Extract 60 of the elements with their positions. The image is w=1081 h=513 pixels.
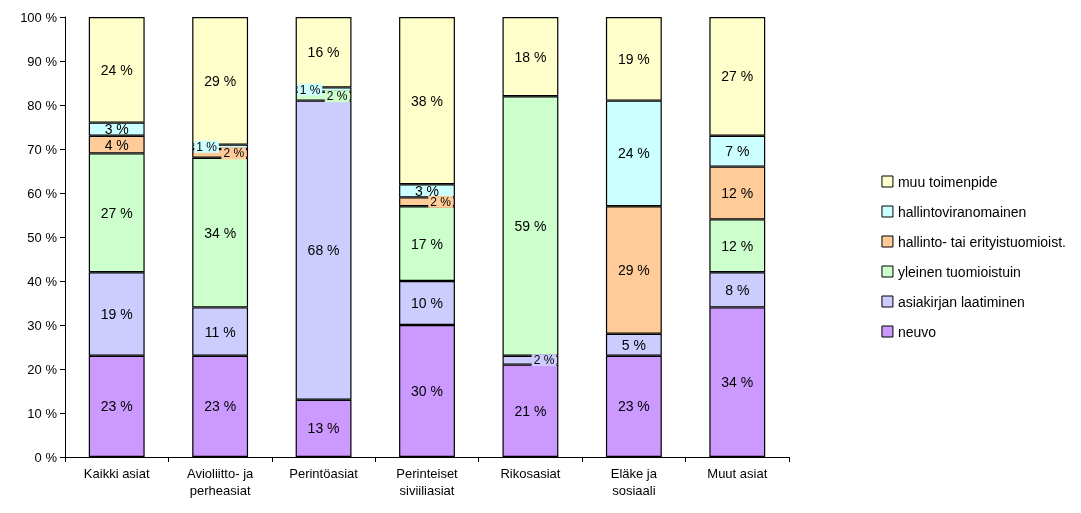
data-label: 68 % [307, 242, 340, 259]
y-tick-label: 0 % [34, 449, 58, 465]
data-label: 8 % [725, 281, 750, 298]
legend-label: neuvo [897, 323, 937, 340]
y-tick-label: 40 % [27, 273, 58, 289]
y-tick-label: 100 % [20, 9, 58, 25]
y-tick-label: 60 % [27, 185, 58, 201]
x-tick-label: Perinteiset siviiliasiat [396, 466, 459, 498]
data-label: 21 % [514, 402, 547, 419]
data-label: 3 % [104, 121, 129, 138]
y-tick-label: 70 % [27, 141, 58, 157]
y-tick-label: 10 % [27, 405, 58, 421]
legend-label: hallinto- tai erityistuomioist. [897, 233, 1066, 250]
x-tick-label: Muut asiat [707, 466, 768, 481]
data-label: 4 % [104, 136, 129, 153]
data-label: 29 % [617, 262, 650, 278]
data-label: 13 % [307, 420, 340, 437]
data-label: 38 % [411, 92, 443, 109]
data-label: 5 % [621, 336, 646, 353]
data-label: 2 % [326, 89, 348, 104]
y-tick-label: 30 % [27, 317, 58, 333]
data-label: 12 % [721, 237, 754, 254]
data-label: 23 % [100, 398, 133, 415]
data-label: 2 % [223, 146, 245, 161]
data-label: 11 % [204, 323, 236, 340]
x-tick-label: Kaikki asiat [83, 466, 150, 481]
data-label: 34 % [721, 374, 754, 391]
data-label: 23 % [204, 398, 237, 415]
legend-label: hallintoviranomainen [897, 203, 1027, 220]
legend-label: muu toimenpide [897, 173, 998, 190]
data-label: 16 % [307, 44, 340, 61]
data-label: 34 % [204, 224, 237, 241]
x-tick-label: Avioliitto- ja perheasiat [187, 466, 255, 498]
data-label: 1 % [299, 82, 321, 97]
data-label: 27 % [100, 204, 133, 221]
data-label: 27 % [721, 68, 754, 85]
data-label: 17 % [411, 235, 443, 252]
y-tick-label: 80 % [27, 97, 58, 113]
x-tick-label: Rikosasiat [500, 466, 561, 481]
data-label: 23 % [617, 398, 650, 415]
legend-label: asiakirjan laatiminen [897, 293, 1025, 310]
data-label: 19 % [100, 306, 133, 322]
y-tick-label: 90 % [27, 53, 58, 69]
y-tick-label: 20 % [27, 361, 58, 377]
y-tick-label: 50 % [27, 229, 58, 245]
data-label: 12 % [721, 185, 754, 201]
data-label: 10 % [411, 295, 443, 311]
data-label: 30 % [411, 383, 443, 399]
data-label: 29 % [204, 72, 237, 89]
data-label: 59 % [514, 218, 547, 234]
x-tick-label: Perintöasiat [289, 466, 359, 481]
x-tick-label: Eläke ja sosiaali [610, 466, 658, 498]
data-label: 18 % [514, 48, 547, 65]
data-label: 7 % [725, 143, 750, 160]
data-label: 24 % [617, 145, 650, 162]
data-label: 24 % [100, 61, 133, 78]
data-label: 1 % [196, 139, 218, 154]
legend-label: yleinen tuomioistuin [897, 263, 1021, 280]
data-label: 19 % [617, 50, 650, 67]
data-label: 2 % [533, 353, 555, 368]
